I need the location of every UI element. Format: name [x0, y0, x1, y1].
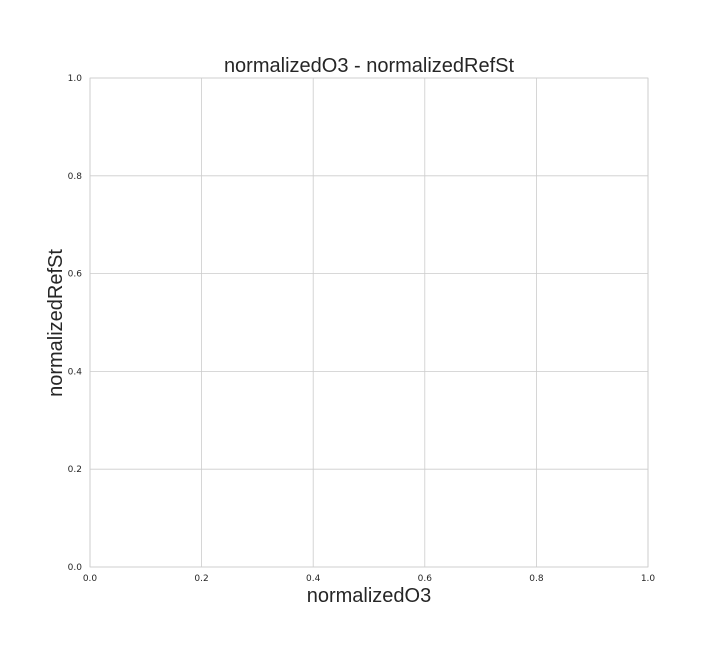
x-tick-label: 1.0: [641, 574, 656, 584]
chart-title: normalizedO3 - normalizedRefSt: [224, 55, 515, 77]
y-tick-label: 0.4: [68, 367, 83, 377]
x-tick-label: 0.4: [306, 574, 321, 584]
y-tick-label: 0.2: [68, 465, 82, 475]
y-tick-label: 1.0: [68, 74, 83, 84]
x-tick-label: 0.8: [529, 574, 544, 584]
y-tick-labels: 0.0 0.2 0.4 0.6 0.8 1.0: [68, 74, 83, 573]
y-tick-label: 0.8: [68, 172, 83, 182]
y-tick-label: 0.0: [68, 563, 83, 573]
x-tick-labels: 0.0 0.2 0.4 0.6 0.8 1.0: [83, 574, 656, 584]
x-tick-label: 0.2: [194, 574, 208, 584]
plot-area: [90, 78, 648, 567]
x-tick-label: 0.0: [83, 574, 98, 584]
y-tick-label: 0.6: [68, 270, 83, 280]
y-axis-label: normalizedRefSt: [45, 249, 67, 397]
x-axis-label: normalizedO3: [307, 585, 432, 607]
x-tick-label: 0.6: [418, 574, 433, 584]
plot-frame: [89, 77, 649, 568]
